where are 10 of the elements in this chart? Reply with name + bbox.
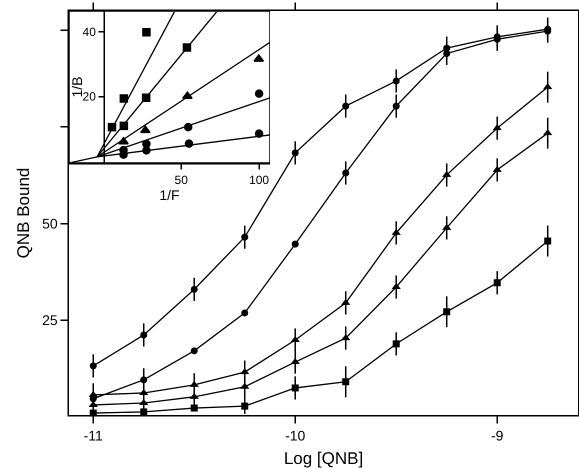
- x-tick-label: -9: [490, 427, 504, 444]
- y-axis-title: QNB Bound: [14, 168, 33, 258]
- x-tick-label: -11: [84, 427, 104, 444]
- y-tick-label: 25: [42, 312, 58, 328]
- x-axis-title: Log [QNB]: [284, 449, 364, 468]
- x-tick-label: -10: [285, 427, 306, 444]
- y-tick-label: 20: [82, 90, 96, 104]
- x-axis-title: 1/F: [159, 186, 180, 203]
- x-tick-label: 100: [249, 172, 270, 187]
- y-tick-label: 40: [82, 25, 96, 40]
